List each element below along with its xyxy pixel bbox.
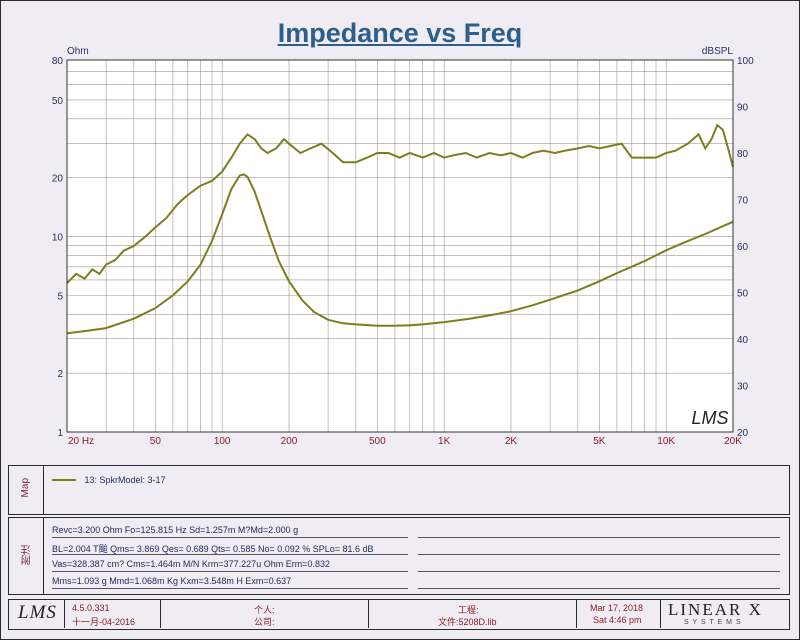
series-line-impedance [66, 173, 734, 335]
left-axis-unit: Ohm [67, 46, 89, 57]
footer-brand-sub: S Y S T E M S [684, 619, 742, 626]
notes-rule-2 [52, 554, 408, 555]
x-tick-label: 2K [505, 436, 518, 447]
right-y-tick-label: 40 [737, 335, 749, 346]
notes-rule-4 [52, 588, 408, 589]
right-y-tick-label: 60 [737, 242, 749, 253]
notes-rule-7 [418, 571, 780, 572]
right-y-tick-label: 100 [737, 56, 754, 67]
notes-line-2: BL=2.004 T颱 Qms= 3.869 Qes= 0.689 Qts= 0… [52, 544, 374, 554]
map-panel-label: Map [20, 478, 31, 498]
left-y-tick-label: 5 [57, 291, 63, 302]
plot-area [67, 60, 733, 432]
map-panel [8, 465, 790, 515]
notes-panel-label-box [8, 517, 44, 595]
x-tick-label: 200 [281, 436, 298, 447]
footer-divider-2 [160, 600, 161, 628]
footer-project-label: 工程: [458, 605, 479, 615]
left-y-tick-label: 80 [52, 56, 64, 67]
right-y-tick-label: 50 [737, 289, 749, 300]
series-line-spl [66, 123, 734, 284]
footer-divider-4 [576, 600, 577, 628]
notes-line-3: Vas=328.387 cm? Cms=1.464m M/N Krm=377.2… [52, 559, 330, 569]
footer-divider-3 [368, 600, 369, 628]
chart-title: Impedance vs Freq [277, 18, 523, 48]
notes-rule-6 [418, 554, 780, 555]
footer-file-label: 文件:5208D.lib [438, 617, 497, 627]
right-y-tick-label: 80 [737, 149, 749, 160]
footer-company-label: 公司: [254, 617, 275, 627]
legend-entry-text: 13: SpkrModel: 3-17 [84, 474, 166, 485]
left-y-tick-label: 50 [52, 96, 64, 107]
left-y-tick-label: 1 [57, 428, 63, 439]
right-y-tick-label: 70 [737, 196, 749, 207]
x-tick-label: 20 Hz [68, 436, 94, 447]
footer-panel [8, 599, 790, 630]
x-tick-label: 50 [150, 436, 162, 447]
footer-brand: LINEAR X [668, 600, 763, 619]
footer-lms-logo: LMS [18, 602, 57, 623]
footer-divider-1 [64, 600, 65, 628]
x-tick-label: 20K [724, 436, 742, 447]
notes-line-1: Revc=3.200 Ohm Fo=125.815 Hz Sd=1.257m M… [52, 525, 299, 535]
notes-rule-5 [418, 537, 780, 538]
right-y-tick-label: 30 [737, 382, 749, 393]
notes-rule-3 [52, 571, 408, 572]
footer-person-label: 个人: [254, 605, 275, 615]
right-y-tick-label: 90 [737, 103, 749, 114]
notes-line-4: Mms=1.093 g Mmd=1.068m Kg Kxm=3.548m H E… [52, 576, 292, 586]
x-tick-label: 5K [593, 436, 606, 447]
map-legend-entry[interactable]: 13: SpkrModel: 3-17 [52, 471, 166, 485]
left-y-tick-label: 10 [52, 233, 64, 244]
footer-build-date: 十一月-04-2016 [72, 617, 136, 627]
x-tick-label: 500 [369, 436, 386, 447]
map-panel-label-box [8, 465, 44, 515]
footer-time: Sat 4:46 pm [593, 615, 642, 625]
impedance-chart: 20 Hz 50 100 200 500 1K 2K 5K 10K 20K 1 2 5 10 20 50 80 2… [52, 46, 754, 447]
right-axis-unit: dBSPL [702, 46, 734, 57]
footer-divider-5 [660, 600, 661, 628]
plot-border [66, 59, 734, 433]
x-tick-label: 1K [438, 436, 451, 447]
footer-date: Mar 17, 2018 [590, 603, 644, 613]
left-y-tick-label: 20 [52, 174, 64, 185]
left-y-tick-label: 2 [57, 369, 63, 380]
notes-panel [8, 517, 790, 595]
right-y-tick-label: 20 [737, 428, 749, 439]
x-tick-label: 100 [214, 436, 231, 447]
chart-watermark: LMS [691, 408, 728, 428]
notes-rule-1 [52, 537, 408, 538]
notes-panel-label: 附注 [22, 545, 33, 565]
x-tick-label: 10K [657, 436, 675, 447]
footer-version: 4.5.0.331 [72, 603, 110, 613]
notes-rule-8 [418, 588, 780, 589]
legend-line-swatch [52, 478, 76, 481]
